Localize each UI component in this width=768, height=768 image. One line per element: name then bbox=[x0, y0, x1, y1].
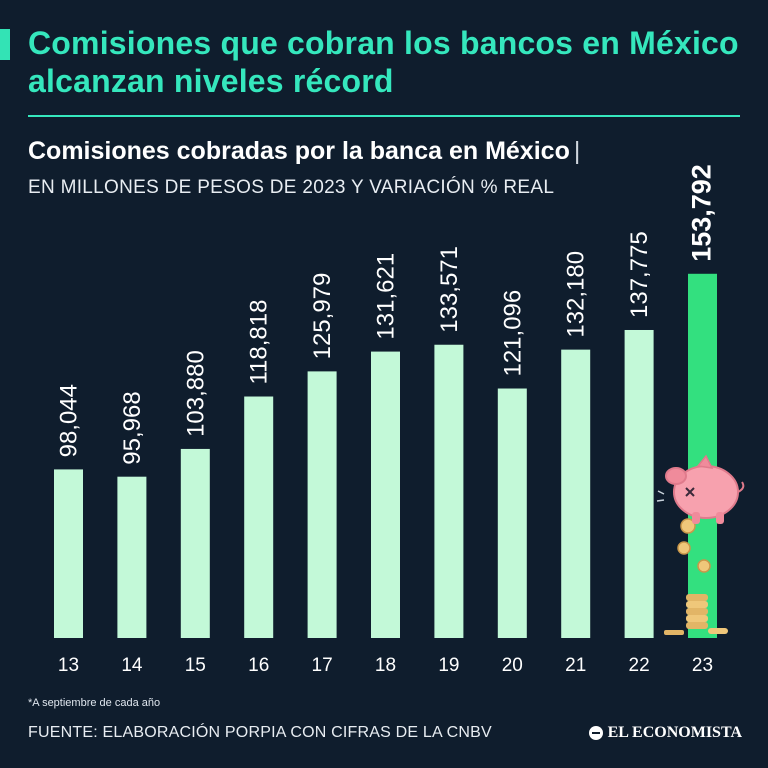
value-label-13: 98,044 bbox=[56, 384, 83, 457]
units-label: EN MILLONES DE PESOS DE 2023 Y VARIACIÓN… bbox=[28, 177, 555, 198]
value-labels-group: 98,044 95,968 103,880 118,818 125,979 131,621… bbox=[56, 164, 717, 465]
category-labels-group: 13 14 15 16 17 18 19 20 21 22 23 bbox=[58, 655, 713, 676]
bar-13 bbox=[54, 469, 83, 638]
bar-22 bbox=[624, 329, 654, 638]
bar-20 bbox=[497, 388, 527, 638]
value-label-15: 103,880 bbox=[182, 350, 209, 437]
value-label-14: 95,968 bbox=[119, 391, 146, 464]
bar-15 bbox=[180, 448, 210, 638]
category-label-19: 19 bbox=[438, 655, 459, 676]
value-label-16: 118,818 bbox=[246, 300, 273, 385]
bars-group bbox=[54, 273, 717, 638]
category-label-18: 18 bbox=[375, 655, 396, 676]
category-label-23: 23 bbox=[692, 655, 713, 676]
headline: Comisiones que cobran los bancos en Méxi… bbox=[28, 25, 739, 99]
bar-17 bbox=[307, 371, 337, 638]
chart-subtitle: Comisiones cobradas por la banca en Méxi… bbox=[28, 136, 580, 166]
value-label-21: 132,180 bbox=[563, 251, 590, 338]
category-label-22: 22 bbox=[629, 655, 650, 676]
category-label-16: 16 bbox=[248, 655, 269, 676]
value-label-22: 137,775 bbox=[626, 231, 653, 318]
bar-14 bbox=[117, 476, 147, 638]
accent-bar bbox=[0, 29, 10, 60]
brand-name: EL ECONOMISTA bbox=[607, 724, 742, 741]
bar-21 bbox=[561, 349, 591, 638]
value-label-18: 131,621 bbox=[373, 253, 400, 340]
piggy-bank-icon bbox=[656, 454, 745, 635]
category-label-20: 20 bbox=[502, 655, 523, 676]
bar-19 bbox=[434, 344, 464, 638]
coin-icon bbox=[680, 518, 696, 534]
brand-logo: EL ECONOMISTA bbox=[588, 724, 742, 742]
value-label-20: 121,096 bbox=[499, 290, 526, 377]
source-text: FUENTE: ELABORACIÓN PORPIA CON CIFRAS DE… bbox=[28, 724, 492, 741]
coin-icon bbox=[677, 541, 691, 555]
bar-23 bbox=[688, 273, 717, 638]
bar-18 bbox=[371, 351, 400, 638]
category-label-21: 21 bbox=[565, 655, 586, 676]
chart-subtitle-text: Comisiones cobradas por la banca en Méxi… bbox=[28, 137, 570, 165]
category-label-17: 17 bbox=[312, 655, 333, 676]
coin-icon bbox=[697, 559, 711, 573]
coin-stack-icon bbox=[664, 594, 728, 635]
footnote: *A septiembre de cada año bbox=[28, 697, 161, 709]
category-label-14: 14 bbox=[121, 655, 143, 676]
bar-16 bbox=[244, 396, 274, 638]
value-label-23: 153,792 bbox=[687, 164, 717, 262]
brand-icon bbox=[588, 726, 603, 740]
value-label-19: 133,571 bbox=[436, 246, 463, 333]
value-label-17: 125,979 bbox=[309, 273, 336, 360]
category-label-13: 13 bbox=[58, 655, 79, 676]
category-label-15: 15 bbox=[185, 655, 206, 676]
subtitle-separator: | bbox=[573, 137, 581, 165]
title-divider bbox=[28, 115, 740, 117]
